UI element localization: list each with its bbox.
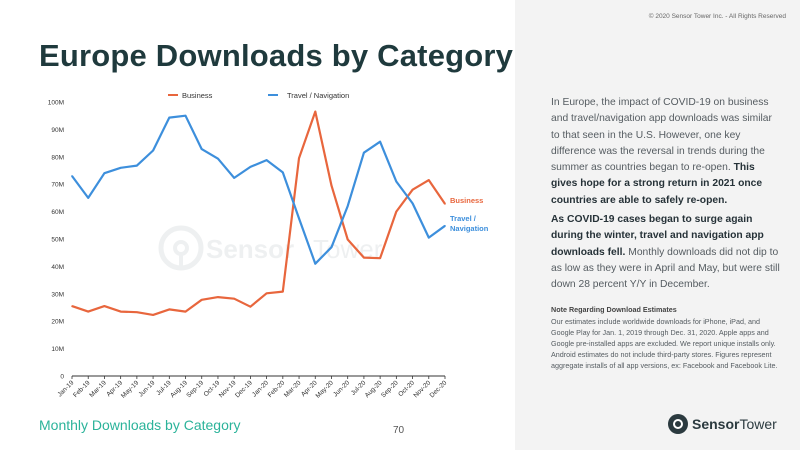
data-point	[298, 157, 300, 159]
y-tick-label: 80M	[51, 154, 64, 161]
series-end-label: Travel /	[450, 214, 477, 223]
x-tick-label: Dec-19	[234, 379, 254, 399]
y-tick-label: 50M	[51, 237, 64, 244]
data-point	[379, 140, 381, 143]
line-chart: Business Travel / Navigation Sensor Towe…	[48, 91, 489, 400]
data-point	[282, 290, 284, 293]
y-tick-label: 0	[60, 374, 64, 381]
data-point	[87, 197, 90, 199]
data-point	[87, 310, 90, 313]
data-point	[330, 246, 333, 249]
data-point	[119, 310, 122, 313]
data-point	[363, 256, 365, 259]
sensor-tower-watermark: Sensor Tower	[158, 225, 383, 271]
data-point	[282, 171, 284, 174]
data-point	[217, 157, 219, 160]
x-tick-label: Jun-19	[137, 379, 156, 398]
data-point	[71, 175, 73, 177]
text-panel	[515, 0, 800, 450]
x-tick-label: Mar-20	[283, 379, 303, 399]
data-point	[395, 180, 398, 183]
x-tick-label: May-19	[120, 379, 141, 400]
data-point	[136, 164, 138, 167]
data-point	[444, 203, 446, 205]
x-tick-label: Dec-20	[429, 379, 449, 399]
data-point	[200, 299, 203, 301]
paragraph-1: In Europe, the impact of COVID-19 on bus…	[551, 95, 781, 209]
page-title: Europe Downloads by Category	[39, 38, 514, 73]
paragraph-1-text: In Europe, the impact of COVID-19 on bus…	[551, 97, 772, 174]
paragraph-2-emphasis: As COVID-19 cases began to surge again d…	[551, 214, 764, 258]
data-point	[298, 217, 300, 220]
data-point	[71, 305, 73, 307]
y-tick-label: 100M	[48, 100, 64, 107]
data-point	[249, 166, 252, 168]
logo-text-sensor: Sensor	[692, 416, 740, 432]
data-point	[379, 257, 381, 259]
footer-caption: Monthly Downloads by Category	[39, 417, 241, 433]
y-tick-label: 30M	[51, 291, 64, 298]
chart-panel	[0, 0, 515, 450]
data-point	[152, 314, 154, 316]
data-point	[233, 177, 235, 179]
y-tick-label: 70M	[51, 182, 64, 189]
data-point	[233, 297, 235, 300]
data-point	[411, 202, 414, 205]
legend-label-travel: Travel / Navigation	[287, 91, 349, 100]
series-line-travel-navigation	[71, 114, 446, 265]
data-point	[184, 114, 187, 117]
data-point	[346, 205, 349, 207]
paragraph-1-emphasis: This gives hope for a strong return in 2…	[551, 162, 763, 206]
data-point	[363, 151, 365, 154]
copyright-notice: © 2020 Sensor Tower Inc. - All Rights Re…	[648, 13, 786, 20]
logo-wordmark: SensorTower	[692, 416, 777, 432]
series-end-label: Navigation	[450, 224, 489, 233]
y-tick-label: 10M	[51, 346, 64, 353]
paragraph-2-text: Monthly downloads did not dip to as low …	[551, 246, 780, 291]
note-body: Our estimates include worldwide download…	[551, 317, 778, 371]
data-point	[119, 166, 122, 169]
page-number: 70	[393, 425, 405, 436]
watermark-text: Sensor	[206, 234, 294, 264]
note-title: Note Regarding Download Estimates	[551, 305, 677, 314]
logo-text-tower: Tower	[739, 416, 777, 432]
y-tick-label: 90M	[51, 127, 64, 134]
data-point	[103, 172, 106, 175]
x-tick-label: May-20	[315, 379, 336, 400]
paragraph-2: As COVID-19 cases began to surge again d…	[551, 212, 781, 293]
sensor-tower-logo: SensorTower	[668, 414, 777, 434]
data-point	[346, 238, 349, 241]
sensor-tower-logo-icon	[668, 414, 688, 434]
data-point	[103, 305, 106, 307]
y-tick-label: 20M	[51, 319, 64, 326]
data-point	[265, 159, 268, 161]
legend-label-business: Business	[182, 91, 213, 100]
data-point	[136, 311, 138, 313]
data-point	[217, 296, 219, 298]
chart-legend: Business Travel / Navigation	[168, 91, 349, 100]
data-point	[152, 149, 154, 152]
series-end-label: Business	[450, 196, 483, 205]
data-point	[427, 179, 430, 181]
data-point	[395, 210, 398, 213]
data-point	[200, 148, 203, 150]
data-point	[427, 236, 430, 239]
y-tick-label: 40M	[51, 264, 64, 271]
x-tick-label: Sep-19	[185, 379, 205, 399]
data-point	[330, 184, 333, 187]
data-point	[184, 310, 187, 313]
data-point	[168, 308, 171, 311]
data-point	[314, 110, 317, 113]
data-point	[265, 292, 268, 295]
data-point	[444, 225, 446, 227]
x-tick-label: Mar-19	[88, 379, 108, 399]
data-point	[411, 188, 414, 191]
y-tick-label: 60M	[51, 209, 64, 216]
data-point	[168, 116, 171, 119]
x-tick-label: Jun-20	[332, 379, 351, 398]
series-line-business	[71, 110, 446, 316]
data-point	[249, 305, 252, 308]
x-tick-label: Sep-20	[380, 379, 400, 399]
data-point	[314, 262, 317, 265]
